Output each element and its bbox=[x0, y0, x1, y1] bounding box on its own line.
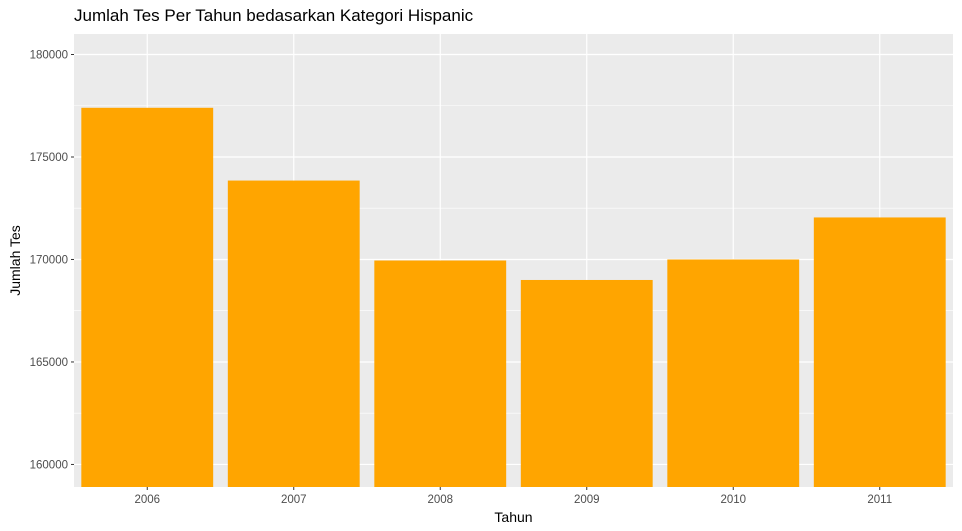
y-tick-label: 165000 bbox=[30, 357, 68, 369]
y-tick-label: 170000 bbox=[30, 254, 68, 266]
x-axis-title: Tahun bbox=[494, 509, 532, 525]
x-tick-label: 2008 bbox=[427, 494, 453, 506]
bar-2010 bbox=[667, 259, 800, 487]
bar-2011 bbox=[813, 217, 946, 487]
x-tick-label: 2011 bbox=[867, 494, 892, 506]
x-tick-label: 2006 bbox=[134, 494, 160, 506]
plot-panel bbox=[74, 34, 953, 487]
x-axis: 2006 2007 2008 2009 2010 2011 bbox=[134, 487, 892, 506]
bar-2006 bbox=[81, 107, 214, 487]
y-tick-label: 160000 bbox=[30, 459, 68, 471]
minor-gridlines bbox=[74, 105, 953, 414]
bar-2007 bbox=[227, 180, 360, 487]
x-tick-label: 2007 bbox=[281, 494, 307, 506]
y-tick-label: 180000 bbox=[30, 49, 68, 61]
x-tick-label: 2010 bbox=[720, 494, 746, 506]
x-tick-label: 2009 bbox=[574, 494, 600, 506]
chart-title: Jumlah Tes Per Tahun bedasarkan Kategori… bbox=[74, 6, 474, 25]
bar-2009 bbox=[520, 279, 653, 487]
y-tick-label: 175000 bbox=[30, 152, 68, 164]
bar-2008 bbox=[374, 260, 507, 487]
y-axis-title: Jumlah Tes bbox=[7, 225, 23, 296]
bars bbox=[81, 107, 946, 487]
y-axis: 160000 165000 170000 175000 180000 bbox=[30, 49, 74, 471]
